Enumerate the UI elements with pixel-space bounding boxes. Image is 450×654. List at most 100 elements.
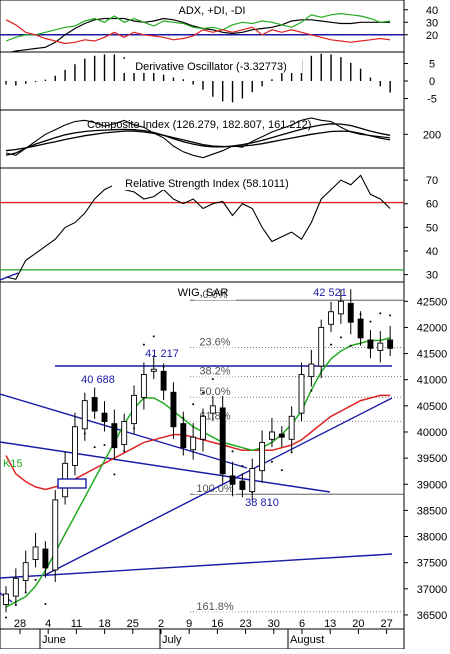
- adx-title: ADX, +DI, -DI: [179, 5, 246, 17]
- sar-dot: [142, 343, 145, 346]
- fib-label-bg: [194, 385, 236, 398]
- candle-body: [131, 394, 138, 425]
- price-y-axis: 42500 42000 41500 41000 40500 40000 39500 39000…: [404, 296, 447, 622]
- price-panel-frame: [0, 281, 405, 630]
- candle-body: [42, 548, 49, 569]
- fib-label: 161.8%: [196, 601, 234, 613]
- moving-average-green: [5, 337, 391, 608]
- composite-series-group: [5, 117, 391, 159]
- candle-body: [337, 300, 344, 315]
- y-tick-label: 39000: [417, 479, 448, 491]
- x-tick-label: 25: [127, 618, 139, 630]
- y-tick-label: 42500: [417, 296, 448, 308]
- candle-body: [259, 441, 266, 472]
- y-tick-label: 37500: [417, 558, 448, 570]
- month-label: July: [162, 634, 182, 646]
- x-tick-label: 16: [211, 618, 223, 630]
- candle-body: [52, 499, 59, 571]
- annotation-high: 42 521: [313, 287, 347, 299]
- candle-body: [160, 370, 167, 391]
- candle-body: [121, 421, 128, 445]
- y-tick-label: 39500: [417, 453, 448, 465]
- trend-line-support-steep: [44, 397, 393, 576]
- candle-body: [150, 368, 157, 372]
- candle-body: [229, 475, 236, 485]
- derivative-panel: Derivative Oscillator (-3.32773) 5 0 -5: [0, 51, 437, 111]
- candle-body: [190, 436, 197, 451]
- sar-dot: [280, 469, 283, 472]
- y-tick-label: 40500: [417, 401, 448, 413]
- sar-dot: [310, 389, 313, 392]
- derivative-title-bg: [120, 59, 302, 73]
- candle-body: [3, 593, 9, 605]
- candle-body: [219, 407, 226, 475]
- candle-body: [308, 363, 315, 378]
- y-tick-label: 70: [426, 175, 438, 187]
- x-tick-label: 20: [352, 618, 364, 630]
- sar-dot: [270, 460, 273, 463]
- fib-label: 0.0%: [202, 289, 227, 301]
- sar-dot: [152, 335, 155, 338]
- y-tick-label: 37000: [417, 584, 448, 596]
- candle-body: [170, 391, 177, 428]
- y-tick-label: -5: [427, 94, 437, 106]
- candle-body: [101, 412, 108, 422]
- fib-label-bg: [194, 288, 236, 301]
- sar-dot: [339, 336, 342, 339]
- trend-line-support-flat: [0, 553, 393, 579]
- trend-line-upper-channel-lower: [0, 441, 331, 493]
- y-tick-label: 30: [426, 17, 438, 29]
- candle-body: [288, 415, 295, 440]
- composite-ma-fast: [5, 123, 391, 156]
- composite-title: Composite Index (126.279, 182.807, 161.2…: [87, 119, 311, 131]
- candle-body: [239, 480, 246, 490]
- fib-label-bg: [194, 364, 236, 377]
- x-tick-label: 11: [71, 618, 82, 630]
- y-tick-label: 38000: [417, 532, 448, 544]
- sar-dot: [231, 450, 234, 453]
- sar-dot: [241, 464, 244, 467]
- y-tick-label: 30: [426, 270, 438, 282]
- trend-line-rsi-stub: [0, 272, 19, 281]
- rsi-panel: Relative Strength Index (58.1011) 70 60 50…: [0, 167, 438, 283]
- candle-body: [249, 468, 256, 493]
- derivative-title: Derivative Oscillator (-3.32773): [135, 61, 287, 73]
- sar-dot: [349, 344, 352, 347]
- sar-dot: [202, 391, 204, 394]
- candle-body: [140, 374, 147, 398]
- plus-di-line: [5, 12, 391, 42]
- candle-body: [318, 326, 325, 367]
- derivative-y-axis: 5 0 -5: [404, 59, 437, 106]
- fib-label: 23.6%: [199, 336, 230, 348]
- x-tick-label: 28: [14, 618, 26, 630]
- candle-body: [278, 433, 285, 438]
- candle-body: [200, 415, 206, 440]
- rsi-y-axis: 70 60 50 40 30: [404, 175, 438, 282]
- sar-dot: [113, 473, 116, 476]
- x-tick-label: 27: [380, 618, 392, 630]
- x-tick-label: 23: [239, 618, 251, 630]
- y-tick-label: 40: [426, 246, 438, 258]
- rsi-title: Relative Strength Index (58.1011): [125, 178, 289, 190]
- sar-dot: [192, 403, 195, 406]
- candle-body: [377, 342, 384, 351]
- candle-body: [71, 426, 78, 466]
- rsi-reference-lines: [0, 201, 404, 271]
- x-axis: 28 4 11 18 25 2 9 16 23 30 6 13 20 27 June July August: [0, 618, 405, 650]
- sar-dot: [93, 446, 96, 449]
- x-tick-label: 9: [186, 618, 192, 630]
- rsi-series-group: [5, 174, 391, 280]
- candle-body: [209, 405, 216, 414]
- fib-label: 38.2%: [199, 366, 230, 378]
- candlesticks: [3, 289, 394, 613]
- y-tick-label: 36500: [417, 610, 448, 622]
- adx-line: [5, 17, 391, 55]
- y-tick-label: 0: [429, 76, 435, 88]
- candle-body: [328, 311, 334, 325]
- y-tick-label: 200: [423, 129, 441, 141]
- adx-title-bg: [164, 3, 260, 17]
- y-tick-label: 41500: [417, 349, 448, 361]
- x-tick-label: 13: [324, 618, 336, 630]
